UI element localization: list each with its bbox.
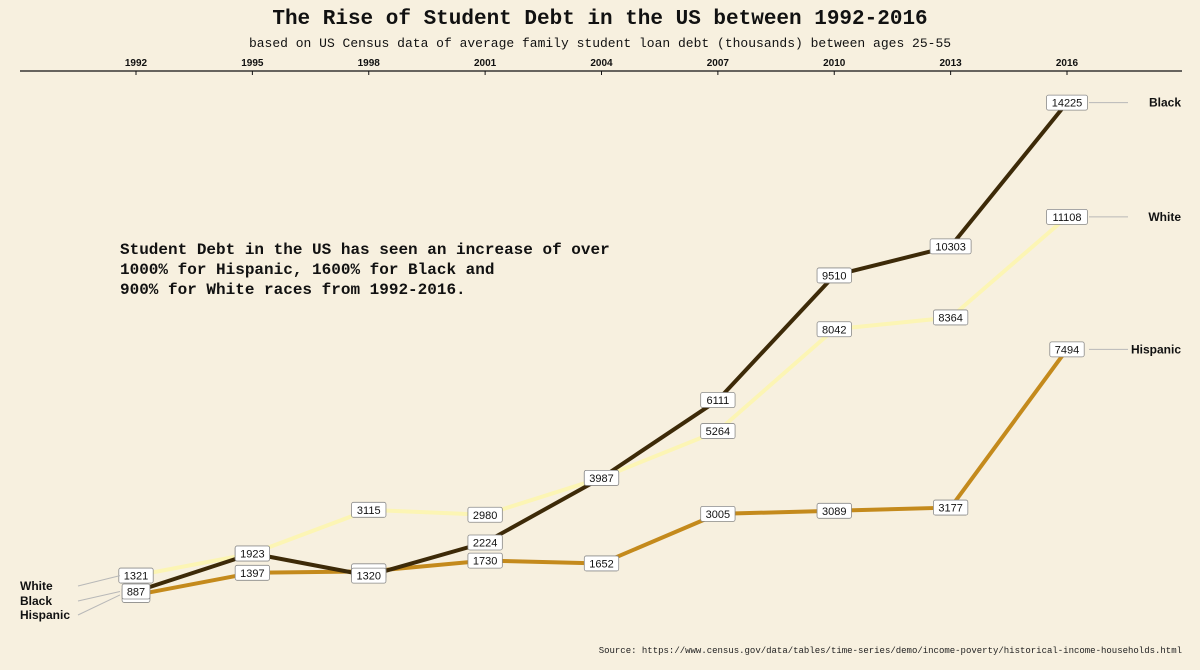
data-label-white-2010: 8042 bbox=[816, 321, 852, 338]
data-label-box bbox=[933, 499, 969, 516]
data-label-box bbox=[1049, 341, 1085, 358]
leader-line-left bbox=[77, 594, 121, 616]
data-label-text: 8364 bbox=[938, 312, 962, 324]
data-label-white-1992: 1321 bbox=[118, 567, 154, 584]
data-label-white-2013: 8364 bbox=[933, 309, 969, 326]
data-label-box bbox=[467, 506, 503, 523]
data-label-text: 3115 bbox=[357, 505, 381, 517]
data-label-black-1995: 1923 bbox=[234, 545, 270, 562]
x-tick-label: 2004 bbox=[590, 58, 613, 69]
data-label-text: 1397 bbox=[240, 568, 264, 580]
x-axis-ticks: 1992 1995 1998 2001 2004 2007 2010 2013 2016 bbox=[125, 58, 1079, 75]
data-label-text: 3177 bbox=[938, 503, 962, 515]
data-label-text: 6111 bbox=[706, 395, 729, 407]
x-tick-label: 2007 bbox=[707, 58, 730, 69]
chart-annotation: Student Debt in the US has seen an incre… bbox=[120, 241, 610, 299]
data-label-box bbox=[351, 567, 387, 584]
data-label-text: 3987 bbox=[589, 473, 613, 485]
x-tick-label: 1992 bbox=[125, 58, 148, 69]
data-label-black-2001: 2224 bbox=[467, 534, 503, 551]
data-label-box bbox=[933, 309, 969, 326]
data-label-box bbox=[929, 238, 972, 255]
data-label-box bbox=[1046, 208, 1088, 225]
data-label-text: 1320 bbox=[357, 571, 381, 583]
data-label-text: 3089 bbox=[822, 506, 846, 518]
data-label-text: 5264 bbox=[706, 426, 730, 438]
data-label-hispanic-2001: 1730 bbox=[467, 552, 503, 569]
series-label-left-hispanic: Hispanic bbox=[20, 608, 70, 622]
data-label-text: 3005 bbox=[706, 509, 730, 521]
x-tick-label: 2010 bbox=[823, 58, 846, 69]
data-label-hispanic-1995: 1397 bbox=[234, 564, 270, 581]
data-label-box bbox=[121, 583, 151, 600]
x-tick-label: 2013 bbox=[940, 58, 963, 69]
data-label-white-2001: 2980 bbox=[467, 506, 503, 523]
series-label-left-black: Black bbox=[20, 594, 52, 608]
data-label-white-2016: 11108 bbox=[1046, 208, 1088, 225]
data-label-box bbox=[816, 267, 852, 284]
data-label-black-1998: 1320 bbox=[351, 567, 387, 584]
data-label-text: 14225 bbox=[1052, 98, 1083, 110]
data-label-black-1992: 887 bbox=[121, 583, 151, 600]
data-label-box bbox=[700, 423, 736, 439]
series-lines bbox=[134, 100, 1069, 597]
x-tick-label: 2001 bbox=[474, 58, 497, 69]
data-label-text: 9510 bbox=[822, 270, 846, 282]
series-label-right-white: White bbox=[1148, 210, 1181, 224]
chart-title: The Rise of Student Debt in the US betwe… bbox=[272, 8, 928, 31]
data-label-white-1998: 3115 bbox=[351, 501, 387, 518]
data-label-text: 10303 bbox=[935, 241, 966, 253]
data-label-text: 2224 bbox=[473, 537, 497, 549]
data-label-box bbox=[467, 552, 503, 569]
x-tick-label: 2016 bbox=[1056, 58, 1079, 69]
data-label-box bbox=[234, 545, 270, 562]
leader-line-left bbox=[77, 575, 121, 587]
data-label-box bbox=[583, 469, 620, 486]
data-label-hispanic-2010: 3089 bbox=[816, 502, 852, 519]
data-label-box bbox=[583, 555, 620, 572]
series-label-right-black: Black bbox=[1149, 96, 1181, 110]
data-label-black-2007: 6111 bbox=[700, 392, 736, 408]
data-label-text: 7494 bbox=[1055, 344, 1079, 356]
data-label-box bbox=[234, 564, 270, 581]
data-label-box bbox=[816, 502, 852, 519]
x-tick-label: 1995 bbox=[241, 58, 264, 69]
data-label-hispanic-2013: 3177 bbox=[933, 499, 969, 516]
data-label-hispanic-2016: 7494 bbox=[1049, 341, 1085, 358]
data-label-hispanic-2007: 3005 bbox=[700, 505, 736, 522]
x-tick-label: 1998 bbox=[358, 58, 381, 69]
data-label-box bbox=[351, 501, 387, 518]
data-label-text: 887 bbox=[127, 586, 145, 598]
leader-line-left bbox=[77, 591, 121, 602]
data-label-hispanic-2004: 1652 bbox=[583, 555, 620, 572]
data-labels: 7931397143717301652300530893177749413211… bbox=[118, 94, 1088, 603]
series-label-left-white: White bbox=[20, 579, 53, 593]
data-label-black-2004: 3987 bbox=[583, 469, 620, 486]
data-label-text: 2980 bbox=[473, 510, 497, 522]
data-label-black-2013: 10303 bbox=[929, 238, 972, 255]
data-label-text: 8042 bbox=[822, 324, 846, 336]
series-label-right-hispanic: Hispanic bbox=[1131, 342, 1181, 356]
data-label-box bbox=[700, 392, 736, 408]
series-line-black bbox=[134, 100, 1069, 594]
data-label-text: 1652 bbox=[589, 558, 613, 570]
data-label-box bbox=[1046, 94, 1088, 111]
data-label-white-2007: 5264 bbox=[700, 423, 736, 439]
data-label-text: 1321 bbox=[124, 571, 148, 583]
data-label-text: 1730 bbox=[473, 556, 497, 568]
data-label-box bbox=[700, 505, 736, 522]
data-label-text: 1923 bbox=[240, 549, 264, 561]
data-label-black-2016: 14225 bbox=[1046, 94, 1088, 111]
data-label-box bbox=[467, 534, 503, 551]
source-note: Source: https://www.census.gov/data/tabl… bbox=[598, 646, 1182, 656]
chart-subtitle: based on US Census data of average famil… bbox=[248, 36, 952, 51]
data-label-box bbox=[816, 321, 852, 338]
data-label-black-2010: 9510 bbox=[816, 267, 852, 284]
data-label-text: 11108 bbox=[1053, 212, 1082, 224]
